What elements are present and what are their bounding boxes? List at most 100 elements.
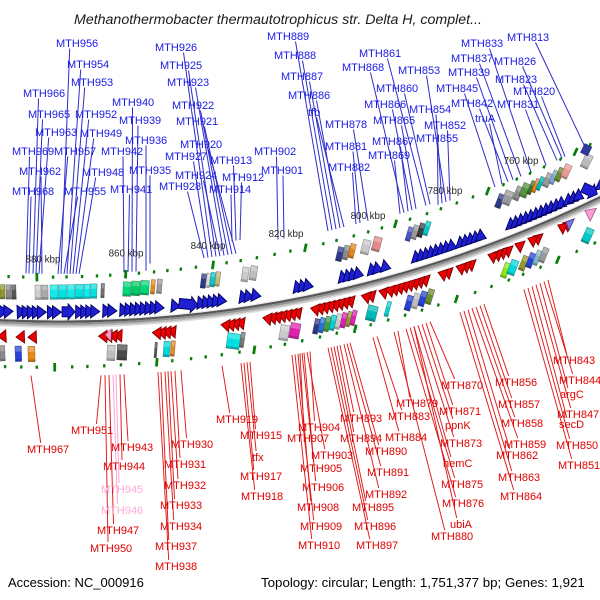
svg-text:MTH914: MTH914 [209, 184, 251, 196]
svg-text:MTH837: MTH837 [451, 53, 493, 65]
svg-text:MTH963: MTH963 [35, 127, 77, 139]
svg-text:tfx: tfx [252, 452, 264, 464]
svg-text:MTH884: MTH884 [385, 432, 427, 444]
svg-text:MTH855: MTH855 [416, 133, 458, 145]
svg-text:MTH915: MTH915 [240, 430, 282, 442]
svg-text:MTH912: MTH912 [222, 172, 264, 184]
svg-text:MTH876: MTH876 [442, 498, 484, 510]
svg-text:MTH864: MTH864 [500, 491, 542, 503]
svg-text:MTH852: MTH852 [424, 120, 466, 132]
svg-text:MTH902: MTH902 [254, 146, 296, 158]
svg-text:MTH881: MTH881 [325, 141, 367, 153]
svg-text:MTH882: MTH882 [328, 162, 370, 174]
svg-text:MTH939: MTH939 [119, 115, 161, 127]
svg-text:MTH880: MTH880 [431, 531, 473, 543]
svg-text:MTH851: MTH851 [558, 460, 600, 472]
svg-text:MTH922: MTH922 [172, 100, 214, 112]
svg-text:MTH920: MTH920 [180, 139, 222, 151]
svg-text:MTH823: MTH823 [495, 74, 537, 86]
svg-text:MTH907: MTH907 [287, 433, 329, 445]
svg-text:argC: argC [560, 389, 584, 401]
svg-text:MTH888: MTH888 [274, 50, 316, 62]
svg-text:MTH883: MTH883 [388, 411, 430, 423]
svg-text:MTH932: MTH932 [164, 480, 206, 492]
svg-text:Topology: circular; Length: 1,: Topology: circular; Length: 1,751,377 bp… [261, 575, 585, 590]
svg-text:MTH861: MTH861 [359, 48, 401, 60]
svg-text:MTH891: MTH891 [367, 467, 409, 479]
svg-text:MTH858: MTH858 [501, 418, 543, 430]
svg-text:MTH833: MTH833 [461, 38, 503, 50]
svg-text:MTH857: MTH857 [498, 399, 540, 411]
svg-text:MTH826: MTH826 [494, 56, 536, 68]
svg-text:MTH878: MTH878 [325, 119, 367, 131]
svg-text:MTH842: MTH842 [451, 98, 493, 110]
svg-text:MTH949: MTH949 [80, 128, 122, 140]
svg-text:MTH856: MTH856 [495, 377, 537, 389]
svg-text:MTH936: MTH936 [125, 135, 167, 147]
svg-text:MTH908: MTH908 [297, 502, 339, 514]
svg-text:800 kbp: 800 kbp [351, 211, 386, 222]
svg-text:MTH903: MTH903 [311, 450, 353, 462]
svg-text:MTH904: MTH904 [298, 422, 340, 434]
svg-text:MTH950: MTH950 [90, 543, 132, 555]
svg-text:MTH813: MTH813 [507, 32, 549, 44]
svg-text:MTH847: MTH847 [557, 409, 599, 421]
svg-text:MTH865: MTH865 [373, 115, 415, 127]
svg-text:MTH901: MTH901 [261, 165, 303, 177]
svg-text:MTH897: MTH897 [356, 540, 398, 552]
svg-text:MTH905: MTH905 [300, 463, 342, 475]
svg-text:MTH956: MTH956 [56, 38, 98, 50]
svg-text:MTH962: MTH962 [19, 166, 61, 178]
svg-text:MTH863: MTH863 [498, 472, 540, 484]
svg-text:MTH879: MTH879 [396, 398, 438, 410]
svg-text:MTH873: MTH873 [440, 438, 482, 450]
svg-text:MTH947: MTH947 [97, 525, 139, 537]
svg-text:MTH854: MTH854 [409, 104, 451, 116]
svg-text:Methanothermobacter thermautot: Methanothermobacter thermautotrophicus s… [74, 12, 482, 28]
svg-text:MTH910: MTH910 [298, 540, 340, 552]
svg-text:760 kbp: 760 kbp [504, 156, 539, 167]
svg-text:780 kbp: 780 kbp [428, 186, 463, 197]
svg-text:MTH893: MTH893 [340, 413, 382, 425]
svg-text:MTH839: MTH839 [448, 67, 490, 79]
svg-text:880 kbp: 880 kbp [26, 255, 61, 266]
svg-text:MTH867: MTH867 [372, 136, 414, 148]
svg-text:MTH946: MTH946 [101, 505, 143, 517]
svg-text:MTH967: MTH967 [27, 444, 69, 456]
svg-text:MTH942: MTH942 [101, 146, 143, 158]
svg-text:MTH844: MTH844 [559, 375, 600, 387]
svg-text:MTH948: MTH948 [82, 167, 124, 179]
svg-text:MTH953: MTH953 [71, 77, 113, 89]
svg-text:MTH951: MTH951 [71, 425, 113, 437]
svg-text:MTH925: MTH925 [160, 60, 202, 72]
svg-text:MTH866: MTH866 [364, 99, 406, 111]
svg-text:MTH831: MTH831 [497, 99, 539, 111]
svg-text:MTH862: MTH862 [496, 450, 538, 462]
svg-text:MTH859: MTH859 [504, 439, 546, 451]
svg-text:MTH957: MTH957 [54, 146, 96, 158]
svg-text:MTH875: MTH875 [441, 479, 483, 491]
svg-text:MTH895: MTH895 [352, 502, 394, 514]
svg-text:MTH919: MTH919 [216, 414, 258, 426]
svg-text:MTH945: MTH945 [101, 484, 143, 496]
svg-text:MTH952: MTH952 [75, 109, 117, 121]
svg-text:MTH917: MTH917 [240, 471, 282, 483]
svg-text:MTH931: MTH931 [164, 459, 206, 471]
svg-text:MTH955: MTH955 [64, 186, 106, 198]
svg-text:MTH934: MTH934 [160, 521, 202, 533]
svg-text:MTH889: MTH889 [267, 31, 309, 43]
svg-text:MTH940: MTH940 [112, 97, 154, 109]
svg-text:MTH896: MTH896 [354, 521, 396, 533]
svg-text:MTH943: MTH943 [111, 442, 153, 454]
svg-text:ppnK: ppnK [445, 420, 471, 432]
svg-text:MTH886: MTH886 [288, 90, 330, 102]
svg-text:MTH938: MTH938 [155, 561, 197, 573]
svg-text:MTH944: MTH944 [103, 461, 145, 473]
svg-text:MTH933: MTH933 [160, 500, 202, 512]
svg-text:MTH892: MTH892 [365, 489, 407, 501]
svg-text:MTH906: MTH906 [302, 482, 344, 494]
svg-text:MTH890: MTH890 [365, 446, 407, 458]
svg-text:MTH887: MTH887 [281, 71, 323, 83]
svg-text:MTH843: MTH843 [553, 355, 595, 367]
svg-text:MTH868: MTH868 [342, 62, 384, 74]
